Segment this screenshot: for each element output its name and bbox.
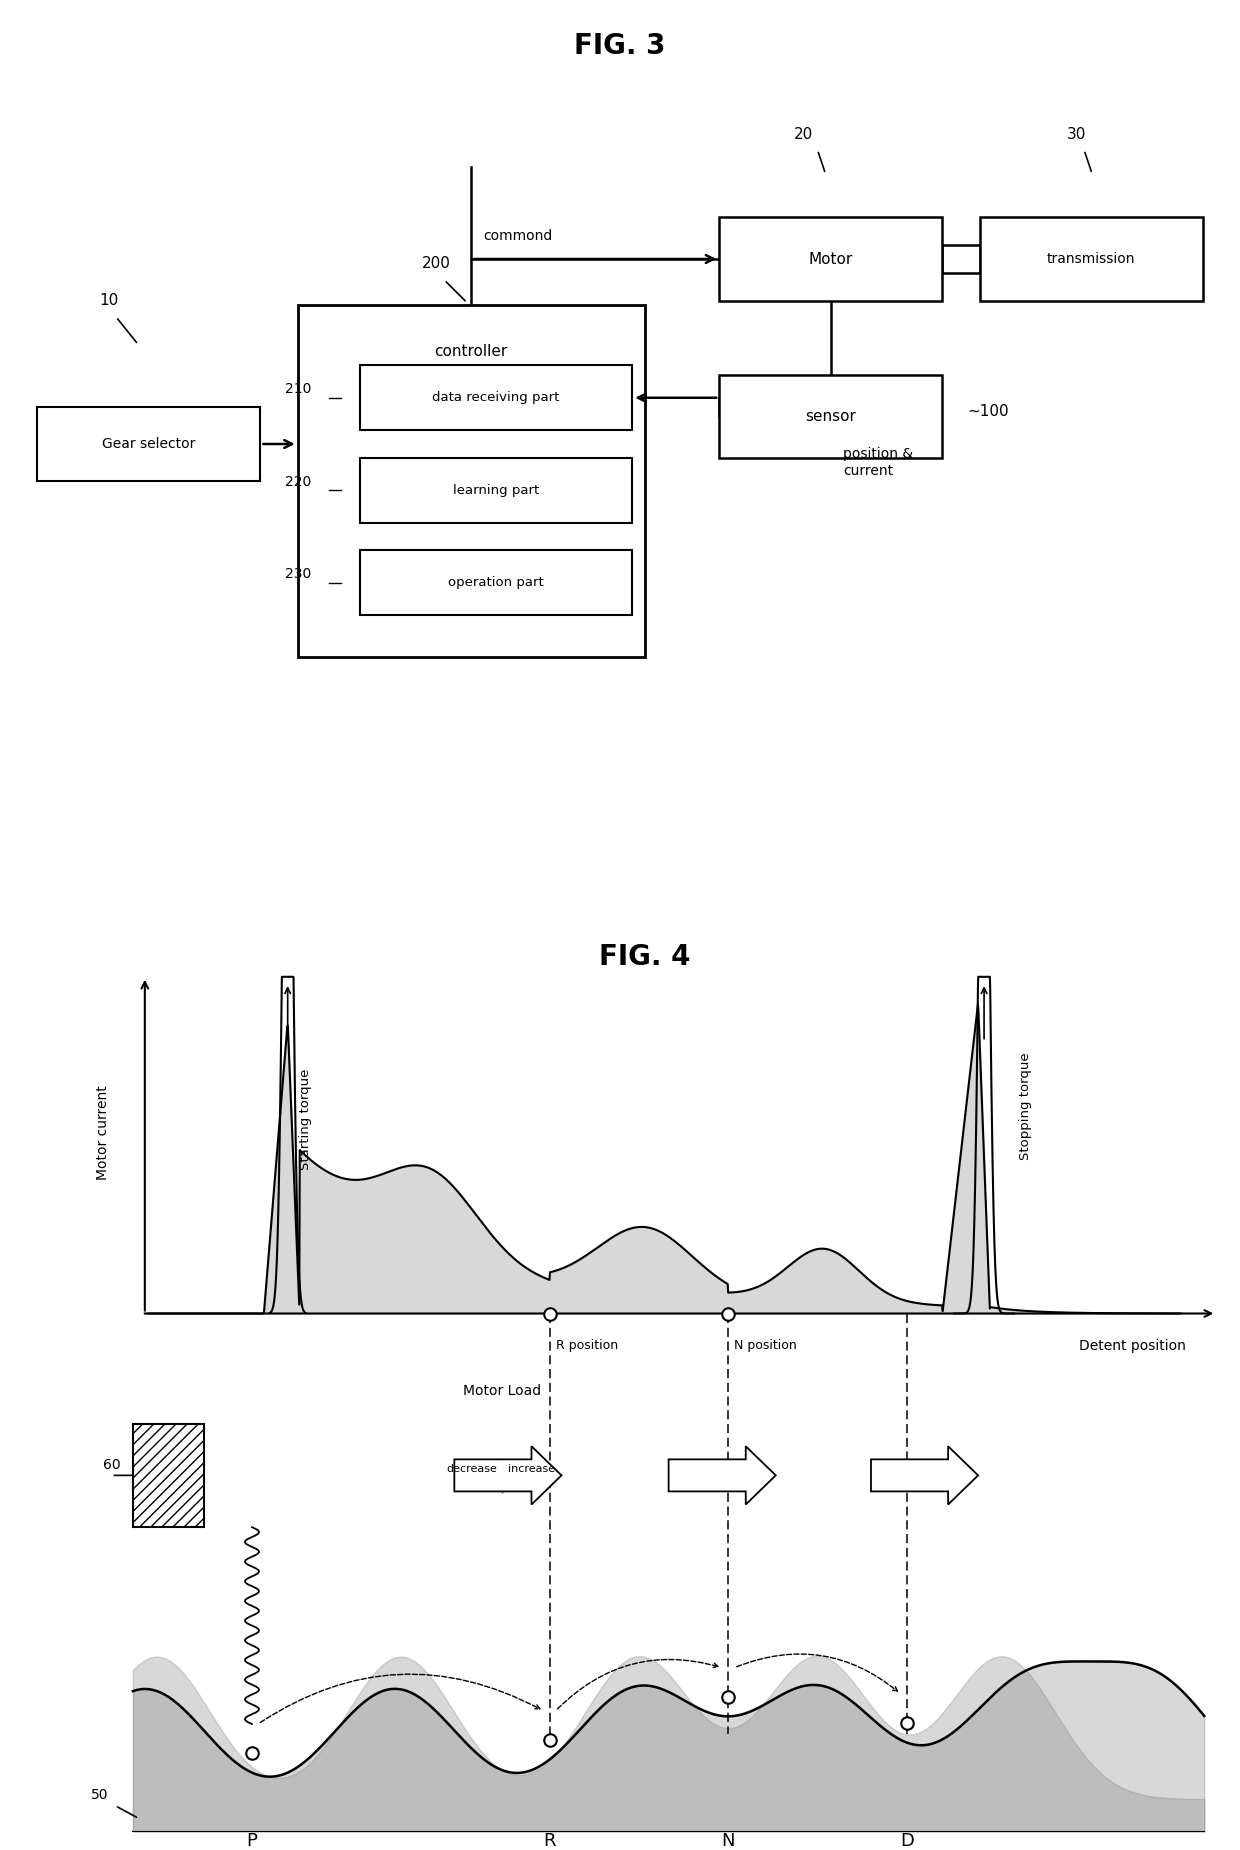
Text: learning part: learning part: [453, 483, 539, 498]
Text: decrease: decrease: [446, 1463, 497, 1474]
Text: transmission: transmission: [1047, 252, 1136, 266]
Text: 200: 200: [422, 257, 450, 272]
Text: commond: commond: [484, 229, 553, 244]
Text: P: P: [247, 1832, 258, 1850]
Text: controller: controller: [434, 344, 508, 359]
Polygon shape: [454, 1447, 562, 1504]
Bar: [980, 216, 1203, 300]
Text: increase: increase: [508, 1463, 556, 1474]
Text: sensor: sensor: [805, 409, 857, 424]
Text: 230: 230: [285, 568, 311, 581]
Bar: [360, 366, 632, 431]
Bar: [719, 216, 942, 300]
Text: 60: 60: [103, 1458, 120, 1473]
Text: Starting torque: Starting torque: [299, 1069, 312, 1169]
Text: operation part: operation part: [448, 575, 544, 590]
Bar: [298, 305, 645, 657]
Text: data receiving part: data receiving part: [433, 390, 559, 405]
Bar: [37, 407, 260, 481]
Bar: [360, 457, 632, 522]
Text: 20: 20: [794, 128, 813, 142]
Bar: [719, 374, 942, 457]
Text: ~100: ~100: [967, 405, 1009, 420]
Text: D: D: [900, 1832, 914, 1850]
Text: Stopping torque: Stopping torque: [1019, 1053, 1032, 1160]
Text: R: R: [543, 1832, 556, 1850]
Polygon shape: [668, 1447, 776, 1504]
Text: R position: R position: [556, 1339, 618, 1352]
Text: 210: 210: [285, 383, 311, 396]
Text: Detent position: Detent position: [1080, 1339, 1187, 1352]
Text: Motor: Motor: [808, 252, 853, 266]
Text: N position: N position: [734, 1339, 797, 1352]
Text: 220: 220: [285, 475, 311, 488]
Text: 10: 10: [99, 294, 119, 309]
Text: N: N: [722, 1832, 735, 1850]
Text: Motor Load: Motor Load: [463, 1384, 541, 1399]
Text: FIG. 4: FIG. 4: [599, 944, 691, 971]
Bar: [133, 1424, 205, 1528]
Text: Motor current: Motor current: [97, 1084, 110, 1180]
Text: FIG. 3: FIG. 3: [574, 31, 666, 61]
Text: position &
current: position & current: [843, 448, 914, 477]
Text: 50: 50: [92, 1789, 109, 1802]
Text: Gear selector: Gear selector: [102, 437, 196, 451]
Text: 30: 30: [1066, 128, 1086, 142]
Bar: [360, 551, 632, 614]
Polygon shape: [870, 1447, 978, 1504]
